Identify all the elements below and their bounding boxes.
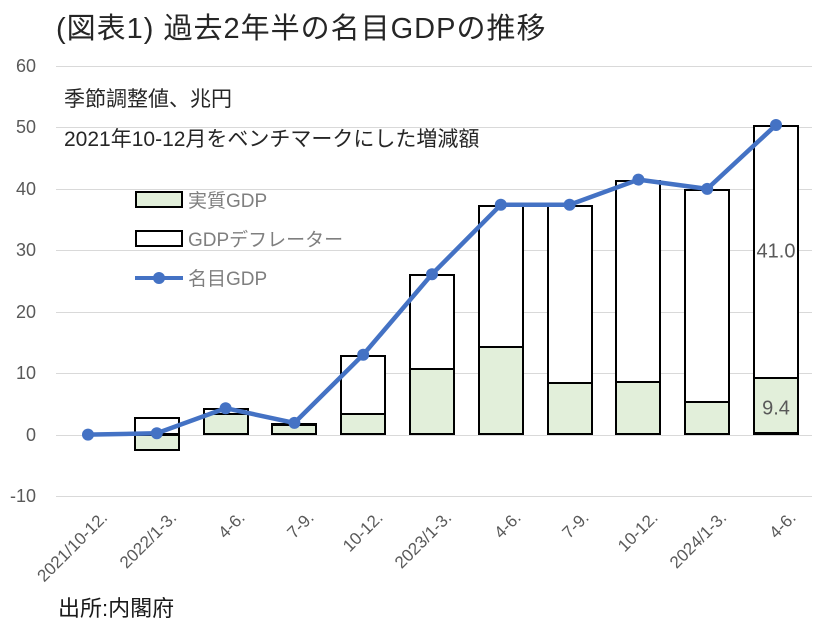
legend-label-deflator: GDPデフレーター <box>188 230 344 251</box>
real-gdp-bar <box>753 376 799 435</box>
legend-label-real-gdp: 実質GDP <box>188 191 268 212</box>
deflator-swatch-icon <box>135 230 183 247</box>
nominal-gdp-point <box>357 348 370 361</box>
real-gdp-bar <box>546 382 593 435</box>
nominal-gdp-point <box>632 173 645 186</box>
legend-label-nominal-gdp: 名目GDP <box>188 269 268 290</box>
gridline <box>56 188 812 190</box>
nominal-gdp-point <box>701 182 714 195</box>
bar-value-label: 41.0 <box>756 240 796 262</box>
legend-item-nominal-gdp: 名目GDP <box>135 258 343 297</box>
real-gdp-bar <box>615 380 662 435</box>
y-axis-label: 20 <box>15 301 36 322</box>
deflator-bar <box>684 188 731 435</box>
y-axis-label: 10 <box>15 363 36 384</box>
chart-note-units: 季節調整値、兆円 <box>64 88 232 111</box>
bar-value-label: 9.4 <box>762 397 790 420</box>
source-note: 出所:内閣府 <box>58 596 175 621</box>
legend: 実質GDP GDPデフレーター 名目GDP <box>135 180 343 297</box>
nominal-gdp-point <box>150 427 163 440</box>
real-gdp-bar <box>340 413 387 435</box>
nominal-gdp-point <box>770 119 782 131</box>
real-gdp-swatch-icon <box>135 191 183 208</box>
gridline <box>56 496 812 497</box>
nominal-gdp-point <box>219 402 232 415</box>
gridline <box>56 127 812 129</box>
nominal-gdp-point <box>494 198 507 211</box>
legend-item-deflator: GDPデフレーター <box>135 219 343 258</box>
real-gdp-bar <box>409 367 455 435</box>
chart-title: (図表1) 過去2年半の名目GDPの推移 <box>56 13 547 45</box>
y-axis-label: 40 <box>15 178 36 199</box>
y-axis-label: 30 <box>15 240 36 261</box>
chart-note-benchmark: 2021年10-12月をベンチマークにした増減額 <box>64 128 480 151</box>
nominal-gdp-line-sample-icon <box>135 271 183 284</box>
real-gdp-bar <box>477 345 524 435</box>
gridline <box>56 66 812 67</box>
legend-item-real-gdp: 実質GDP <box>135 180 343 219</box>
gridline <box>56 250 812 252</box>
y-axis-label: 60 <box>15 56 36 76</box>
y-axis-label: -10 <box>9 486 36 506</box>
y-axis-label: 0 <box>25 424 36 445</box>
nominal-gdp-point <box>563 198 576 211</box>
y-axis-label: 50 <box>15 117 36 138</box>
gridline <box>56 434 812 436</box>
real-gdp-bar <box>684 400 731 435</box>
nominal-gdp-point <box>82 428 94 441</box>
nominal-gdp-point <box>288 416 301 429</box>
nominal-gdp-point <box>426 268 438 281</box>
